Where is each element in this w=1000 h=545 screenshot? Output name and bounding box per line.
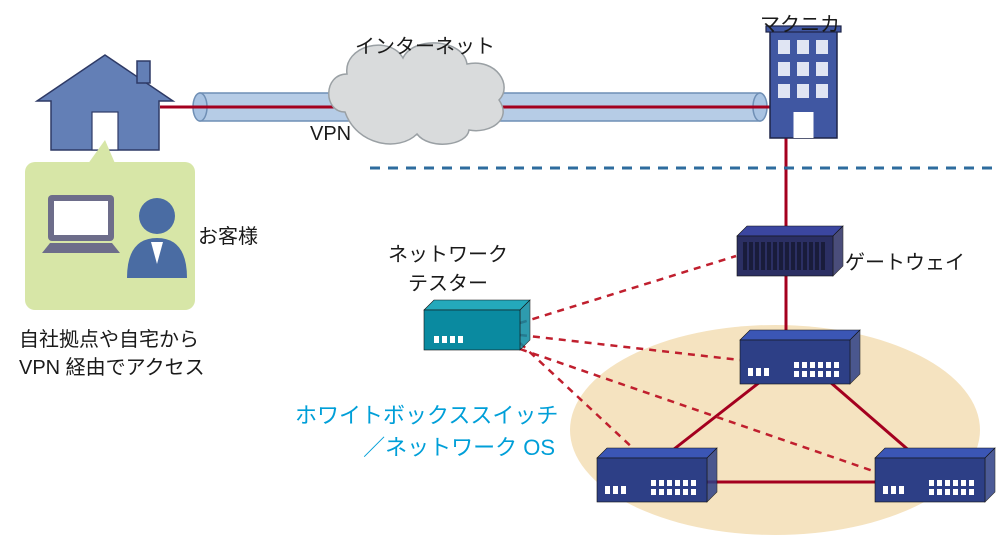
link-dashed: [520, 256, 736, 323]
switch-right-icon: [875, 448, 995, 502]
switch-top-icon: [740, 330, 860, 384]
gateway-icon: [737, 226, 843, 276]
label-access: 自社拠点や自宅からVPN 経由でアクセス: [19, 326, 205, 382]
label-customer: お客様: [198, 220, 258, 249]
label-internet: インターネット: [355, 30, 495, 59]
laptop-icon: [42, 195, 120, 253]
label-tester: ネットワークテスター: [388, 238, 508, 296]
label-wbs: ホワイトボックススイッチ／ネットワーク OS: [295, 398, 555, 462]
label-gateway: ゲートウェイ: [845, 246, 965, 275]
label-macnica: マクニカ: [760, 8, 840, 37]
label-vpn: VPN: [310, 123, 351, 146]
building-icon: [766, 26, 841, 138]
house-icon: [37, 55, 173, 150]
network-tester-icon: [424, 300, 530, 350]
switch-left-icon: [597, 448, 717, 502]
